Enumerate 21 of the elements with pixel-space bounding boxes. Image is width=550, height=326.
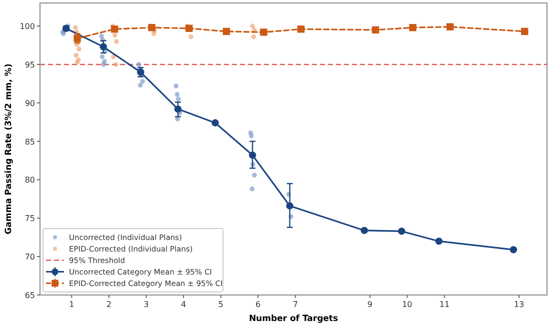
- x-axis-title: Number of Targets: [248, 314, 338, 324]
- x-tick-label: 4: [180, 300, 186, 309]
- x-tick-label: 10: [402, 300, 412, 309]
- x-tick-label: 2: [106, 300, 112, 309]
- y-tick-label: 70: [24, 252, 35, 262]
- y-tick-label: 95: [24, 60, 35, 70]
- x-tick-label: 5: [218, 300, 224, 309]
- y-tick-label: 85: [24, 137, 35, 146]
- x-tick-label: 11: [439, 300, 450, 309]
- y-axis-title: Gamma Passing Rate (3%/2 mm, %): [4, 64, 14, 234]
- x-tick-label: 7: [292, 300, 298, 309]
- x-tick-label: 1: [69, 300, 74, 309]
- y-tick-label: 75: [24, 214, 35, 224]
- y-tick-label: 80: [24, 176, 35, 185]
- x-tick-label: 9: [367, 300, 372, 309]
- y-tick-label: 100: [20, 22, 35, 32]
- x-tick-label: 13: [514, 300, 524, 309]
- y-tick-label: 65: [24, 291, 35, 300]
- y-tick-label: 90: [24, 98, 35, 108]
- x-tick-label: 3: [144, 300, 149, 309]
- x-tick-label: 6: [256, 300, 261, 309]
